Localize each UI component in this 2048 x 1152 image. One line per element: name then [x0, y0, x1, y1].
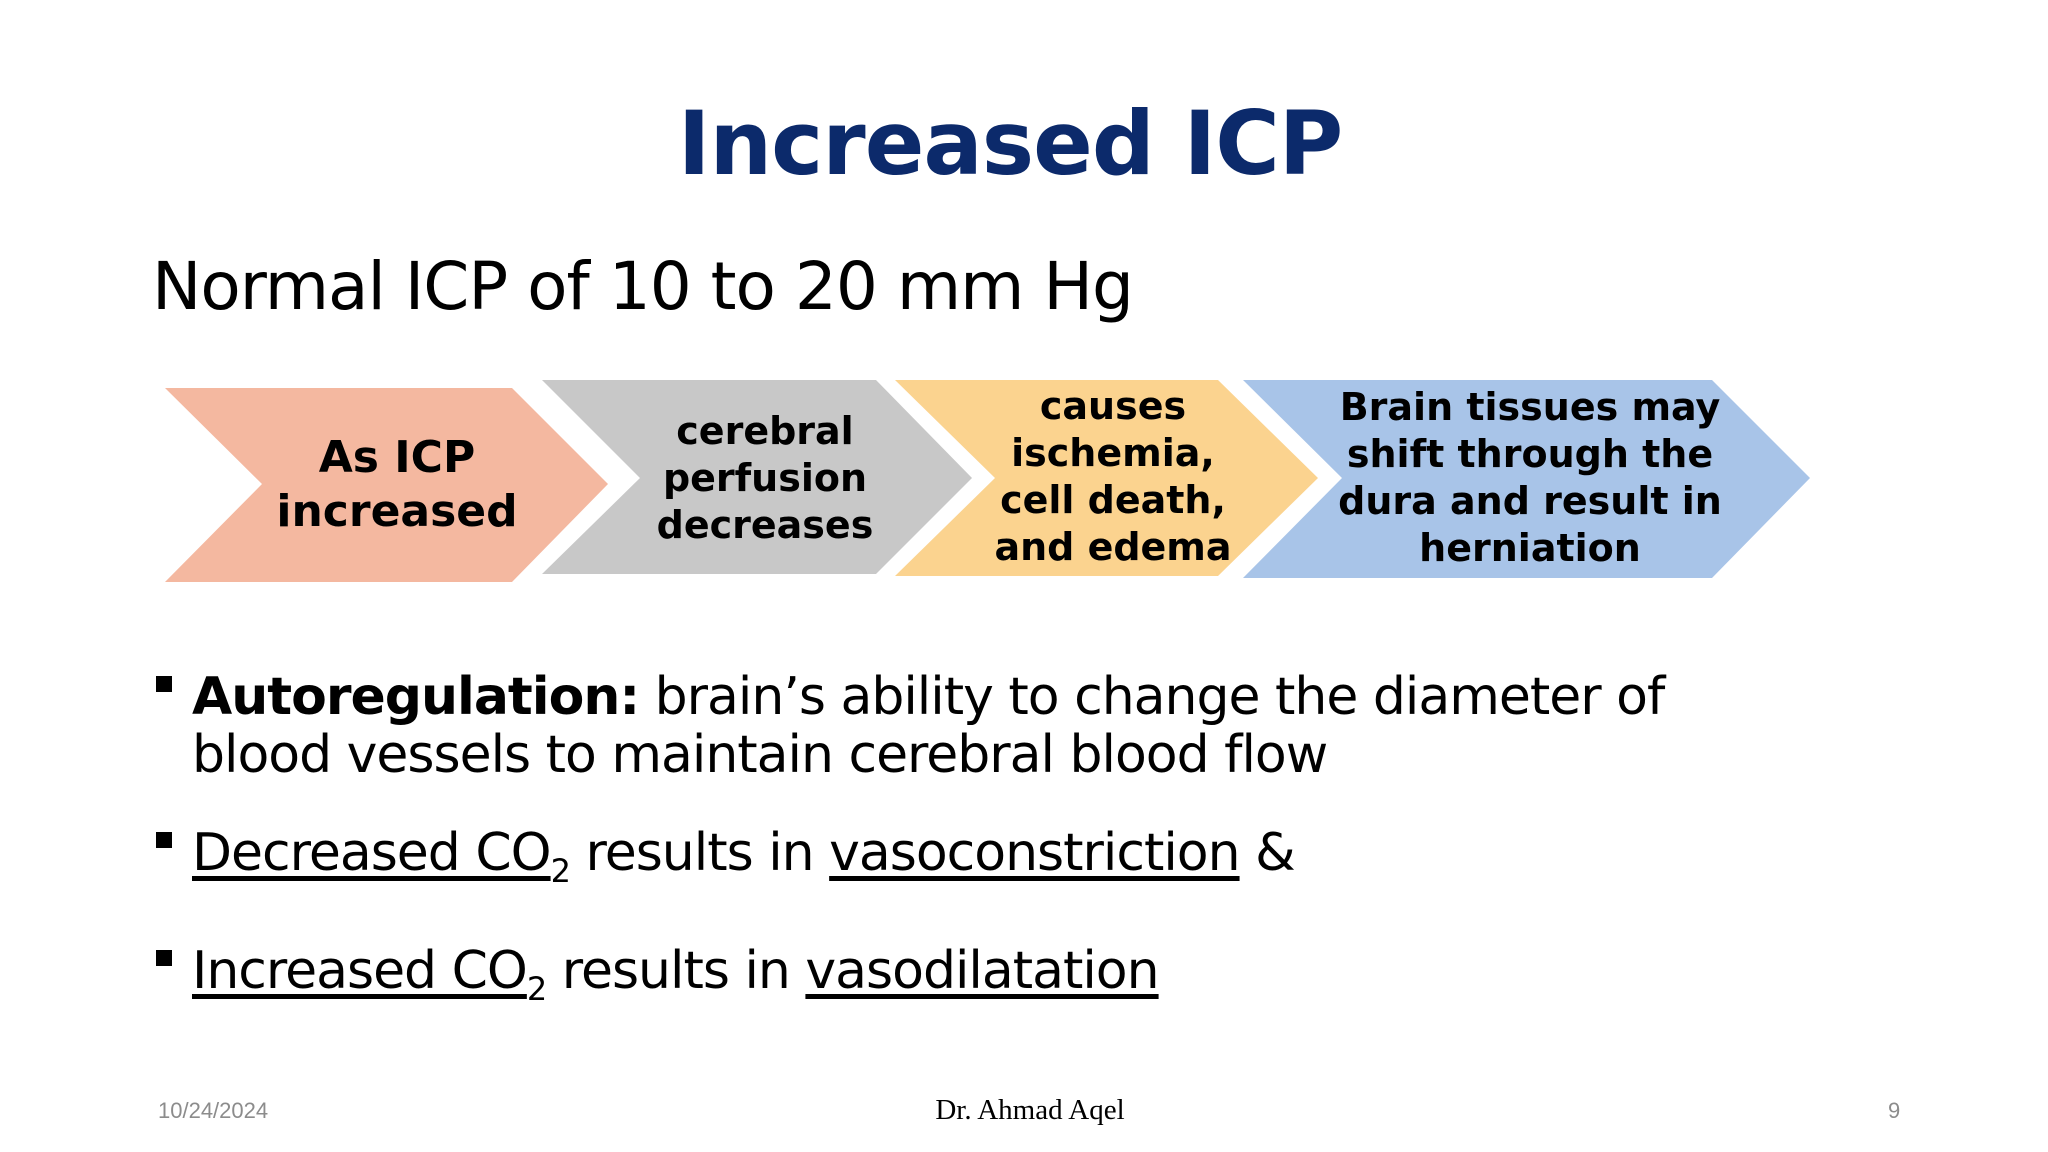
bullet-autoregulation: Autoregulation: brain’s ability to chang…: [152, 668, 1752, 784]
chevron-1-label: As ICP increased: [276, 432, 518, 537]
bullet-marker: [156, 950, 172, 966]
page-number: 9: [1888, 1098, 1901, 1123]
footer-author: Dr. Ahmad Aqel: [935, 1094, 1125, 1126]
bullet-decreased-co2: Decreased CO2 results in vasoconstrictio…: [152, 824, 1752, 900]
vasodilatation-term: vasodilatation: [805, 941, 1159, 1001]
autoregulation-definition: brain’s ability to change the diameter o…: [192, 667, 1665, 785]
bullet-increased-co2: Increased CO2 results in vasodilatation: [152, 942, 1752, 1018]
bullet-marker: [156, 832, 172, 848]
increased-co2-term: Increased CO2: [192, 941, 547, 1008]
slide-subtitle: Normal ICP of 10 to 20 mm Hg: [152, 248, 1134, 325]
chevron-1: [165, 388, 608, 582]
slide-title: Increased ICP: [677, 92, 1344, 195]
footer-date: 10/24/2024: [158, 1098, 269, 1123]
chevron-2: [542, 380, 972, 574]
chevron-4: [1243, 380, 1810, 578]
bullet-list: Autoregulation: brain’s ability to chang…: [152, 668, 1752, 1018]
chevron-2-label: cerebral perfusion decreases: [656, 408, 874, 547]
vasoconstriction-term: vasoconstriction: [829, 823, 1240, 883]
chevron-3: [895, 380, 1318, 576]
autoregulation-term: Autoregulation:: [192, 667, 640, 727]
chevron-4-label: Brain tissues may shift through the dura…: [1338, 385, 1722, 570]
decreased-co2-term: Decreased CO2: [192, 823, 571, 890]
bullet-marker: [156, 676, 172, 692]
chevron-3-label: causes ischemia, cell death, and edema: [994, 384, 1232, 569]
